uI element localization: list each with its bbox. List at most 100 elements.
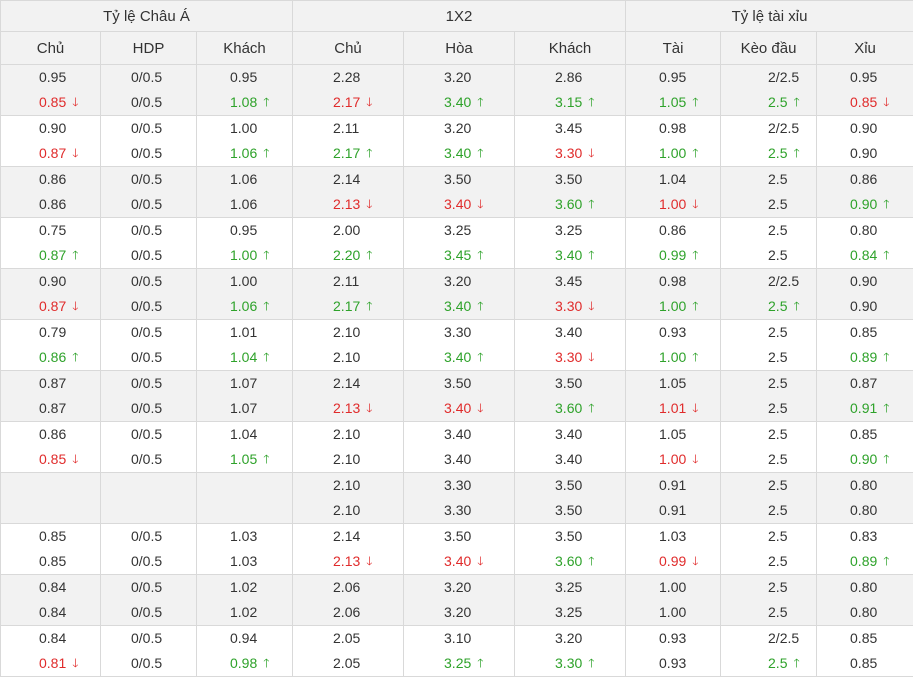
odds-value: 1.04 [230,349,258,365]
current-odds: 2.06 [293,600,403,625]
arrow-up-icon: 🡑 [263,248,270,262]
odds-value: 0.85 [850,94,878,110]
table-row[interactable]: 0.79 0.86 🡑 0/0.5 0/0.5 1.01 1.04 🡑 2.10 2.10 3.30… [0,319,913,371]
current-odds: 3.30 🡑 [515,651,625,676]
opening-odds: 0.80 [817,473,913,498]
odds-value: 1.08 [230,94,258,110]
table-row[interactable]: 0.95 0.85 🡓 0/0.5 0/0.5 0.95 1.08 🡑 2.28 2.17 🡓 3.2… [0,64,913,116]
odds-cell [0,472,101,524]
odds-value: 3.40 [444,426,472,442]
opening-odds: 1.01 [197,320,292,345]
odds-value: 0.80 [850,222,878,238]
odds-cell: 3.45 3.30 🡓 [514,115,627,167]
opening-odds: 1.05 [626,422,720,447]
odds-body: 0.95 0.85 🡓 0/0.5 0/0.5 0.95 1.08 🡑 2.28 2.17 🡓 3.2… [0,64,913,677]
odds-value: 2.11 [333,120,360,136]
odds-cell: 0.80 0.84 🡑 [816,217,913,269]
table-row[interactable]: 0.85 0.85 0/0.5 0/0.5 1.03 1.03 2.14 2.13 🡓 3.50 3… [0,523,913,575]
current-odds: 2.5 [721,243,816,268]
current-odds: 3.60 🡑 [515,396,625,421]
odds-value: 0.86 [39,349,67,365]
current-odds: 1.06 🡑 [197,294,292,319]
opening-odds: 0/0.5 [101,65,196,90]
odds-value: 3.20 [444,604,472,620]
opening-odds: 0.93 [626,626,720,651]
odds-value: 0.80 [850,604,878,620]
odds-value: 0.85 [39,553,67,569]
arrow-down-icon: 🡓 [477,197,484,211]
odds-value: 3.40 [444,145,472,161]
odds-cell: 0.84 0.81 🡓 [0,625,101,677]
opening-odds: 0.75 [1,218,100,243]
table-row[interactable]: 0.90 0.87 🡓 0/0.5 0/0.5 1.00 1.06 🡑 2.11 2.17 🡑 3.2… [0,268,913,320]
table-row[interactable]: 0.87 0.87 0/0.5 0/0.5 1.07 1.07 2.14 2.13 🡓 3.50 3… [0,370,913,422]
current-odds: 0.91 [626,498,720,523]
odds-value: 3.40 [555,247,583,263]
odds-value: 2.5 [768,324,788,340]
odds-cell: 2.5 2.5 [720,523,818,575]
odds-value: 2/2.5 [768,120,800,136]
odds-cell: 0.86 0.86 [0,166,101,218]
current-odds: 2.5 [721,498,816,523]
current-odds: 0/0.5 [101,294,196,319]
opening-odds: 3.30 [404,320,514,345]
arrow-up-icon: 🡑 [692,95,699,109]
odds-value: 0.80 [850,579,878,595]
odds-cell [100,472,197,524]
table-row[interactable]: 0.84 0.81 🡓 0/0.5 0/0.5 0.94 0.98 🡑 2.05 2.05 3.10… [0,625,913,677]
opening-odds: 0.85 [1,524,100,549]
current-odds: 3.40 🡑 [404,141,514,166]
current-odds: 0/0.5 [101,345,196,370]
odds-value: 3.50 [555,171,583,187]
current-odds: 2.5 🡑 [721,651,816,676]
odds-cell: 3.45 3.30 🡓 [514,268,627,320]
odds-value: 0.87 [39,400,67,416]
opening-odds: 0.90 [1,269,100,294]
opening-odds: 3.20 [515,626,625,651]
odds-value: 2.5 [768,604,788,620]
current-odds: 1.06 [197,192,292,217]
table-row[interactable]: 0.84 0.84 0/0.5 0/0.5 1.02 1.02 2.06 2.06 3.20 3.… [0,574,913,626]
odds-value: 1.00 [659,604,687,620]
arrow-up-icon: 🡑 [793,299,800,313]
opening-odds: 3.25 [515,218,625,243]
odds-value: 3.10 [444,630,472,646]
table-row[interactable]: 0.75 0.87 🡑 0/0.5 0/0.5 0.95 1.00 🡑 2.00 2.20 🡑 3.2… [0,217,913,269]
table-row[interactable]: 0.86 0.86 0/0.5 0/0.5 1.06 1.06 2.14 2.13 🡓 3.50 3… [0,166,913,218]
odds-value: 2.00 [333,222,361,238]
odds-value: 1.01 [659,400,687,416]
arrow-up-icon: 🡑 [72,248,79,262]
odds-value: 3.45 [444,247,472,263]
table-row[interactable]: 0.86 0.85 🡓 0/0.5 0/0.5 1.04 1.05 🡑 2.10 2.10 3.40… [0,421,913,473]
current-odds: 2.13 🡓 [293,192,403,217]
current-odds: 1.05 🡑 [197,447,292,472]
odds-value: 1.07 [230,400,258,416]
odds-value: 2.5 [768,502,788,518]
table-row[interactable]: 2.10 2.10 3.30 3.30 3.50 3.50 0.91 0.91 2.5 2.5 0.… [0,472,913,524]
odds-value: 0/0.5 [131,324,163,340]
opening-odds: 2.5 [721,218,816,243]
odds-value: 3.30 [555,145,583,161]
odds-value: 2.13 [333,553,361,569]
odds-cell: 1.05 1.01 🡓 [625,370,722,422]
odds-value: 2.06 [333,579,361,595]
current-odds: 0/0.5 [101,549,196,574]
odds-value: 2.5 [768,477,788,493]
table-row[interactable]: 0.90 0.87 🡓 0/0.5 0/0.5 1.00 1.06 🡑 2.11 2.17 🡑 3.2… [0,115,913,167]
opening-odds: 0.85 [817,422,913,447]
odds-cell: 0.85 0.90 🡑 [816,421,913,473]
arrow-up-icon: 🡑 [883,452,890,466]
opening-odds: 0.98 [626,116,720,141]
odds-cell: 0.83 0.89 🡑 [816,523,913,575]
opening-odds: 2.14 [293,167,403,192]
opening-odds: 0.86 [1,422,100,447]
odds-value: 0.90 [850,145,878,161]
current-odds: 1.00 🡑 [626,141,720,166]
odds-value: 0.91 [659,502,687,518]
current-odds: 2.5 [721,447,816,472]
arrow-up-icon: 🡑 [588,554,595,568]
odds-value: 0.90 [850,273,878,289]
opening-odds: 2/2.5 [721,116,816,141]
odds-value: 0/0.5 [131,273,163,289]
odds-cell: 2.14 2.13 🡓 [292,370,405,422]
